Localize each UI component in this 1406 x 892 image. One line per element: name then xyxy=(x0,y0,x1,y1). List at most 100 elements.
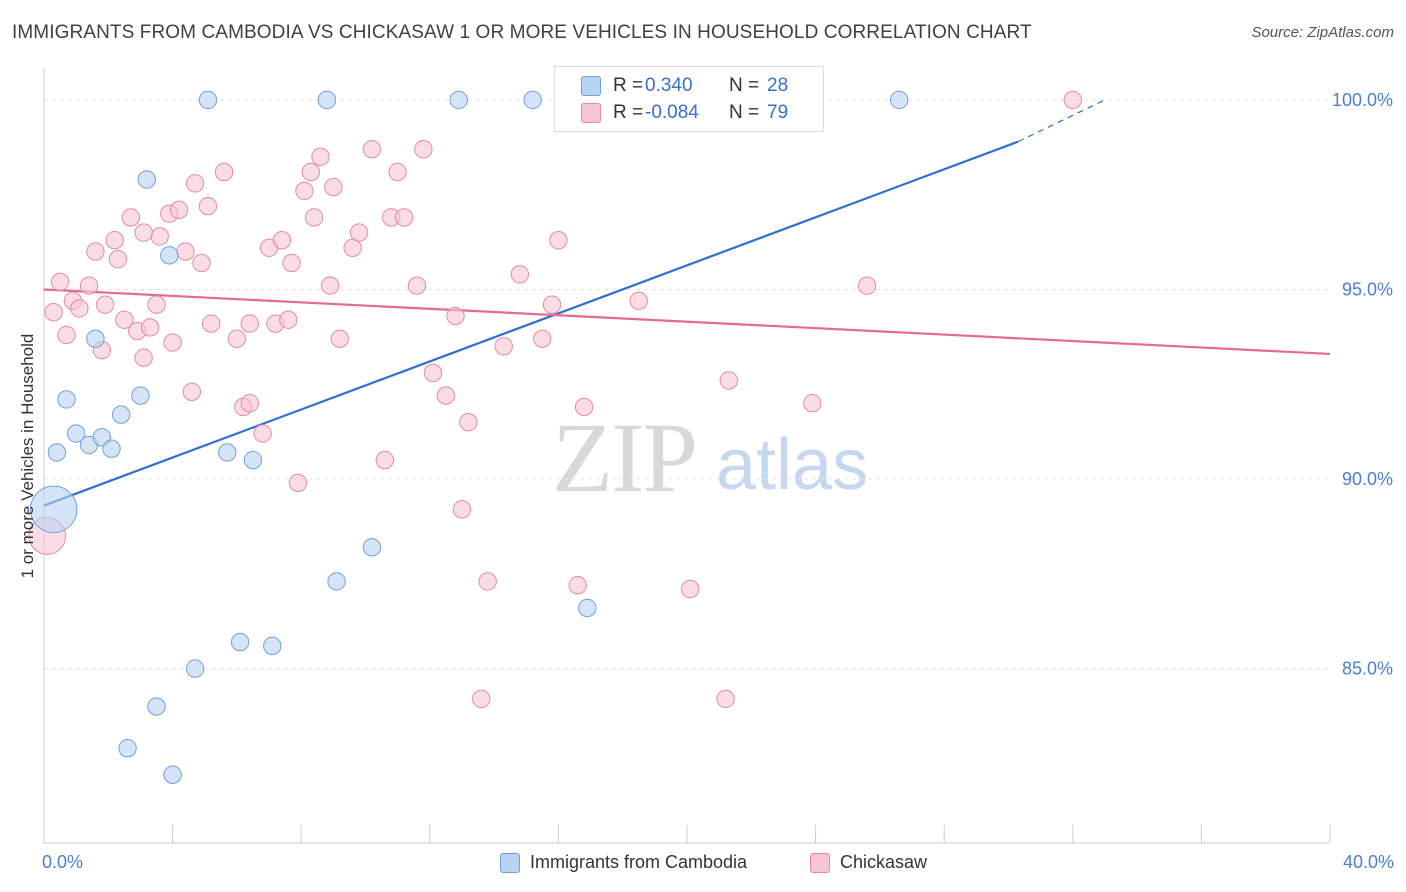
chickasaw-point xyxy=(320,276,340,295)
watermark-zip: ZIP xyxy=(552,402,698,513)
chickasaw-point xyxy=(478,572,497,591)
cambodia-point xyxy=(137,170,157,189)
watermark-atlas: atlas xyxy=(716,425,869,505)
chickasaw-point xyxy=(568,575,587,595)
chickasaw-point xyxy=(533,329,552,348)
legend-label-cambodia: Immigrants from Cambodia xyxy=(530,852,748,872)
cambodia-point xyxy=(523,90,542,110)
cambodia-point xyxy=(131,386,150,405)
chickasaw-point xyxy=(121,208,141,227)
cambodia-trendline-extension xyxy=(1017,99,1106,143)
cambodia-point xyxy=(147,697,166,716)
n-value: 28 xyxy=(767,75,789,96)
chickasaw-point xyxy=(279,310,298,330)
cambodia-point xyxy=(66,424,86,443)
chickasaw-point xyxy=(214,162,234,182)
chickasaw-point xyxy=(629,291,648,311)
r-label: R = xyxy=(613,102,644,123)
chickasaw-point xyxy=(176,242,195,261)
legend-label-chickasaw: Chickasaw xyxy=(840,852,928,872)
y-tick-labels: 85.0% 90.0% 95.0% 100.0% xyxy=(1332,90,1393,679)
chickasaw-point xyxy=(1063,90,1082,110)
y-tick-label: 85.0% xyxy=(1342,659,1393,679)
trend-layer xyxy=(43,99,1331,507)
chickasaw-point xyxy=(414,140,433,159)
cambodia-point xyxy=(118,739,137,758)
chickasaw-point xyxy=(134,348,153,367)
axis-layer xyxy=(43,68,1331,844)
cambodia-swatch xyxy=(500,852,520,873)
chickasaw-point xyxy=(857,276,877,295)
cambodia-point xyxy=(243,450,263,470)
cambodia-point xyxy=(185,659,205,678)
chart-source: Source: ZipAtlas.com xyxy=(1251,24,1394,41)
x-tick-label-min: 0.0% xyxy=(42,852,84,872)
cambodia-point xyxy=(218,443,237,462)
cambodia-trendline xyxy=(43,140,1019,507)
chickasaw-point xyxy=(301,162,321,182)
cambodia-point xyxy=(160,246,179,265)
chickasaw-point xyxy=(388,162,407,182)
chickasaw-point xyxy=(311,147,330,166)
chickasaw-point xyxy=(803,394,822,413)
chickasaw-swatch xyxy=(810,852,830,873)
chickasaw-point xyxy=(140,318,160,337)
cambodia-point xyxy=(327,572,346,591)
chickasaw-point xyxy=(198,196,218,216)
chickasaw-point xyxy=(494,337,513,356)
legend-row-chickasaw: R = -0.084 N = 79 xyxy=(581,100,788,126)
chickasaw-point xyxy=(423,363,443,383)
cambodia-point xyxy=(362,538,382,557)
chickasaw-point xyxy=(108,249,128,269)
chickasaw-point xyxy=(436,386,456,405)
y-tick-label: 90.0% xyxy=(1342,469,1393,489)
legend-item-chickasaw[interactable]: Chickasaw xyxy=(810,852,927,873)
chickasaw-point xyxy=(86,242,105,261)
cambodia-point xyxy=(86,329,105,348)
chickasaw-swatch xyxy=(581,103,601,123)
correlation-legend: R = 0.340 N = 28 R = -0.084 N = 79 xyxy=(554,66,824,132)
chart-title: IMMIGRANTS FROM CAMBODIA VS CHICKASAW 1 … xyxy=(12,22,1032,43)
chickasaw-point xyxy=(185,174,205,193)
cambodia-swatch xyxy=(581,76,601,96)
cambodia-point xyxy=(317,90,337,110)
chickasaw-trendline xyxy=(43,288,1331,356)
r-value: -0.084 xyxy=(645,102,699,123)
cambodia-point xyxy=(29,485,78,534)
y-axis-label: 1 or more Vehicles in Household xyxy=(18,333,37,579)
chickasaw-point xyxy=(272,230,292,250)
chickasaw-point xyxy=(115,310,134,330)
cambodia-point xyxy=(198,90,218,110)
chickasaw-point xyxy=(542,295,562,314)
chickasaw-point xyxy=(295,181,314,201)
chickasaw-point xyxy=(182,382,202,402)
chickasaw-point xyxy=(330,329,349,348)
chickasaw-point xyxy=(459,412,478,432)
r-label: R = xyxy=(613,75,644,96)
chickasaw-point xyxy=(134,223,153,242)
chickasaw-point xyxy=(304,208,324,227)
chickasaw-point xyxy=(147,295,166,314)
chickasaw-point xyxy=(288,473,308,493)
chickasaw-point xyxy=(446,306,465,326)
y-tick-label: 95.0% xyxy=(1342,279,1393,299)
cambodia-point xyxy=(889,90,909,110)
chickasaw-point xyxy=(105,230,124,250)
chickasaw-point xyxy=(681,579,700,599)
chickasaw-point xyxy=(227,329,247,348)
r-value: 0.340 xyxy=(645,75,693,96)
chickasaw-point xyxy=(240,394,259,413)
x-tick-label-max: 40.0% xyxy=(1342,852,1394,872)
cambodia-point xyxy=(263,636,282,656)
chickasaw-point xyxy=(716,689,735,709)
cambodia-point xyxy=(449,90,468,110)
chickasaw-point xyxy=(407,276,427,295)
n-label: N = xyxy=(729,102,760,123)
chickasaw-point xyxy=(44,303,63,322)
cambodia-point xyxy=(111,405,131,424)
legend-item-cambodia[interactable]: Immigrants from Cambodia xyxy=(500,852,747,873)
chickasaw-point xyxy=(192,253,211,273)
chickasaw-point xyxy=(70,299,89,318)
chickasaw-point xyxy=(510,265,530,284)
chickasaw-point xyxy=(472,689,491,709)
